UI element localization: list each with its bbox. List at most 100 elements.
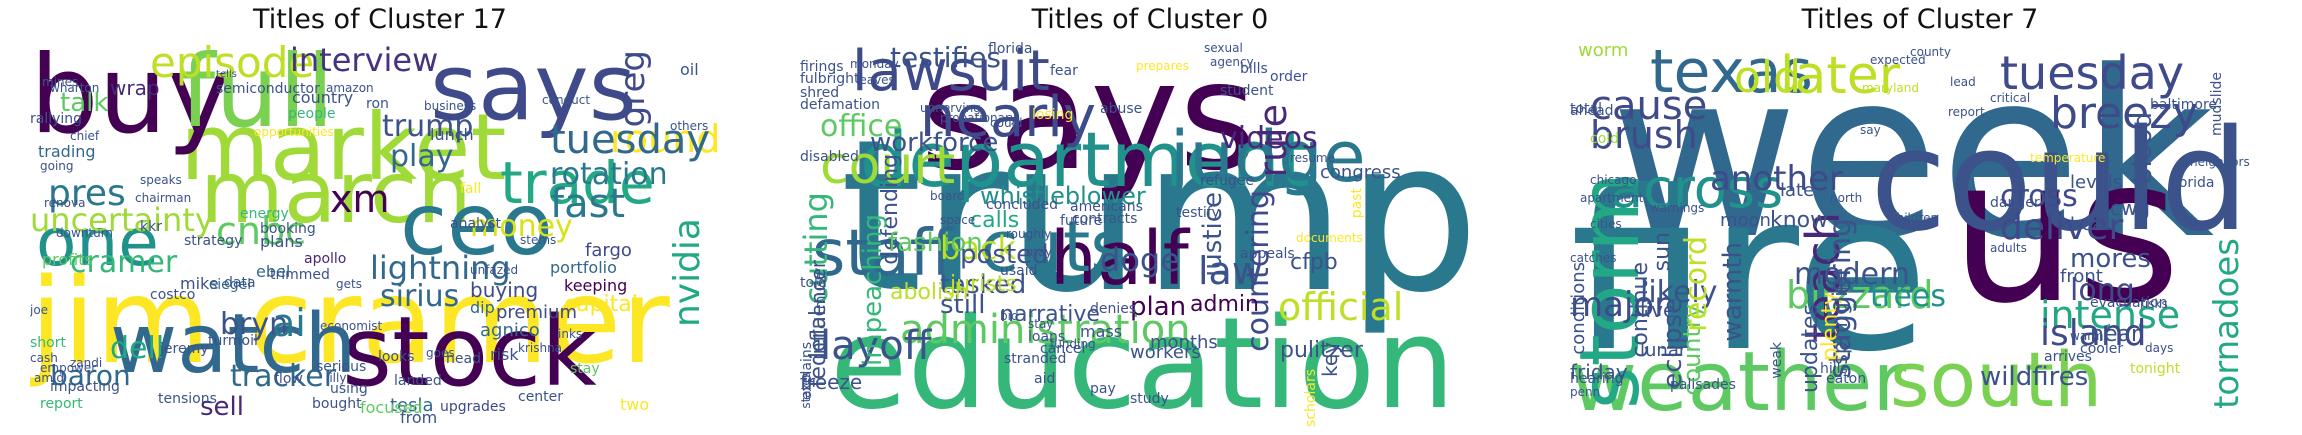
cloud-word: warmth xyxy=(1718,242,1748,342)
cloud-word: jeremy xyxy=(160,341,209,357)
cloud-word: portfolio xyxy=(550,258,617,277)
cloud-word: doge xyxy=(1100,241,1180,279)
cloud-word: renova xyxy=(44,196,86,210)
cloud-word: fargo xyxy=(585,240,632,261)
cloud-word: study xyxy=(1130,391,1169,407)
cloud-word: aid xyxy=(1034,371,1056,387)
cloud-word: cold xyxy=(1590,131,1620,147)
cloud-word: tonight xyxy=(2130,361,2181,377)
cloud-word: says xyxy=(920,42,1257,204)
cloud-word: prepares xyxy=(1136,59,1189,73)
cloud-word: stems xyxy=(520,233,557,247)
cloud-word: court xyxy=(820,136,956,196)
wordcloud-panel-17: Titles of Cluster 17 jim cramer market say… xyxy=(30,0,730,435)
cloud-word: empower xyxy=(40,361,97,375)
cloud-word: pulitzer xyxy=(1280,338,1363,363)
cloud-word: island xyxy=(2040,313,2147,354)
cloud-word: florida xyxy=(988,42,1033,57)
cloud-word: fashion xyxy=(888,228,983,258)
cloud-word: march xyxy=(200,143,472,243)
cloud-word: baron xyxy=(50,359,131,392)
cloud-word: palisades xyxy=(1670,377,1736,393)
cloud-word: shred xyxy=(800,85,840,101)
cloud-word: country xyxy=(292,88,354,107)
cloud-word: watch xyxy=(110,297,357,392)
cloud-word: strategy xyxy=(184,233,243,249)
word-cloud: week fire us could weather south storm texas lat… xyxy=(1570,42,2270,427)
cloud-word: administration xyxy=(900,307,1191,353)
cloud-word: dell xyxy=(110,331,165,366)
cloud-word: danger xyxy=(1990,195,2040,211)
cloud-word: rallying xyxy=(30,111,83,127)
cloud-word: judge xyxy=(1170,116,1366,198)
cloud-word: expected xyxy=(1870,53,1926,67)
cloud-word: warnings xyxy=(1650,201,1705,215)
cloud-word: dip xyxy=(470,298,495,317)
cloud-word: space xyxy=(940,213,976,227)
cloud-word: wrap xyxy=(110,76,160,100)
cloud-word: cramer xyxy=(70,245,178,280)
cloud-word: critical xyxy=(1990,91,2031,105)
cloud-word: student xyxy=(1220,83,1274,99)
word-cloud: trump says education department half judge cut… xyxy=(800,42,1500,427)
cloud-word: modern xyxy=(1794,257,1910,292)
cloud-word: cwg xyxy=(2110,196,2151,220)
cloud-word: probationary xyxy=(940,111,1017,125)
cloud-word: cuts xyxy=(980,206,1127,288)
cloud-word: blizzard xyxy=(1786,273,1934,317)
cloud-word: freeze xyxy=(800,370,863,394)
cloud-word: stay xyxy=(1028,317,1054,331)
cloud-word: calls xyxy=(970,208,1020,233)
cloud-word: zandi xyxy=(70,356,103,370)
cloud-word: agency xyxy=(1210,55,1254,69)
cloud-word: apollo xyxy=(304,251,347,267)
cloud-word: downturn xyxy=(56,226,114,240)
cloud-word: round xyxy=(610,117,721,161)
cloud-word: tensions xyxy=(158,391,217,407)
cloud-word: money xyxy=(470,209,573,244)
cloud-word: tuesday xyxy=(2000,46,2185,100)
cloud-word: plan xyxy=(1130,292,1187,322)
cloud-word: ebel xyxy=(256,262,291,281)
cloud-word: landed xyxy=(394,373,442,389)
cloud-word: one xyxy=(36,204,159,281)
cloud-word: xm xyxy=(330,177,390,221)
cloud-word: near xyxy=(2090,322,2141,347)
cloud-word: springlike xyxy=(1828,268,1852,365)
cloud-word: law xyxy=(1198,249,1263,293)
cloud-word: department xyxy=(860,115,1310,204)
cloud-word: videos xyxy=(1220,121,1318,156)
panel-title: Titles of Cluster 7 xyxy=(1801,4,2039,35)
cloud-word: fear xyxy=(1050,63,1078,79)
cloud-word: ron xyxy=(366,96,389,112)
cloud-word: refugee xyxy=(1200,173,1254,189)
cloud-word: could xyxy=(1870,100,2250,263)
cloud-word: temperature xyxy=(2030,151,2106,165)
cloud-word: weak xyxy=(1769,342,1785,379)
cloud-word: week xyxy=(1610,42,2215,290)
cloud-word: tesla xyxy=(390,395,434,416)
cloud-word: cause xyxy=(1590,83,1708,129)
cloud-word: leaves xyxy=(856,73,895,87)
cloud-word: fire xyxy=(1570,144,1930,400)
cloud-word: blood xyxy=(2128,112,2158,185)
cloud-word: chicago xyxy=(1590,173,1637,187)
cloud-word: later xyxy=(1780,46,1901,106)
wordcloud-panel-7: Titles of Cluster 7 week fire us could weath… xyxy=(1570,0,2270,435)
cloud-word: bid xyxy=(1000,309,1019,323)
cloud-word: capital xyxy=(564,292,638,317)
cloud-word: impacting xyxy=(50,379,120,395)
cloud-word: upgrades xyxy=(440,399,506,415)
cloud-word: goes xyxy=(426,346,455,360)
cloud-word: krishna xyxy=(518,341,563,355)
cloud-word: fast xyxy=(550,181,626,227)
cloud-word: focused xyxy=(360,398,423,417)
cloud-word: trading xyxy=(38,142,96,161)
cloud-word: from xyxy=(400,408,438,427)
cloud-word: education xyxy=(830,290,1456,427)
cloud-word: market xyxy=(180,94,507,201)
cloud-word: friday xyxy=(1570,360,1628,384)
cloud-word: stay xyxy=(570,361,600,377)
cloud-word: mores xyxy=(2070,244,2151,274)
cloud-word: pres xyxy=(48,173,126,214)
